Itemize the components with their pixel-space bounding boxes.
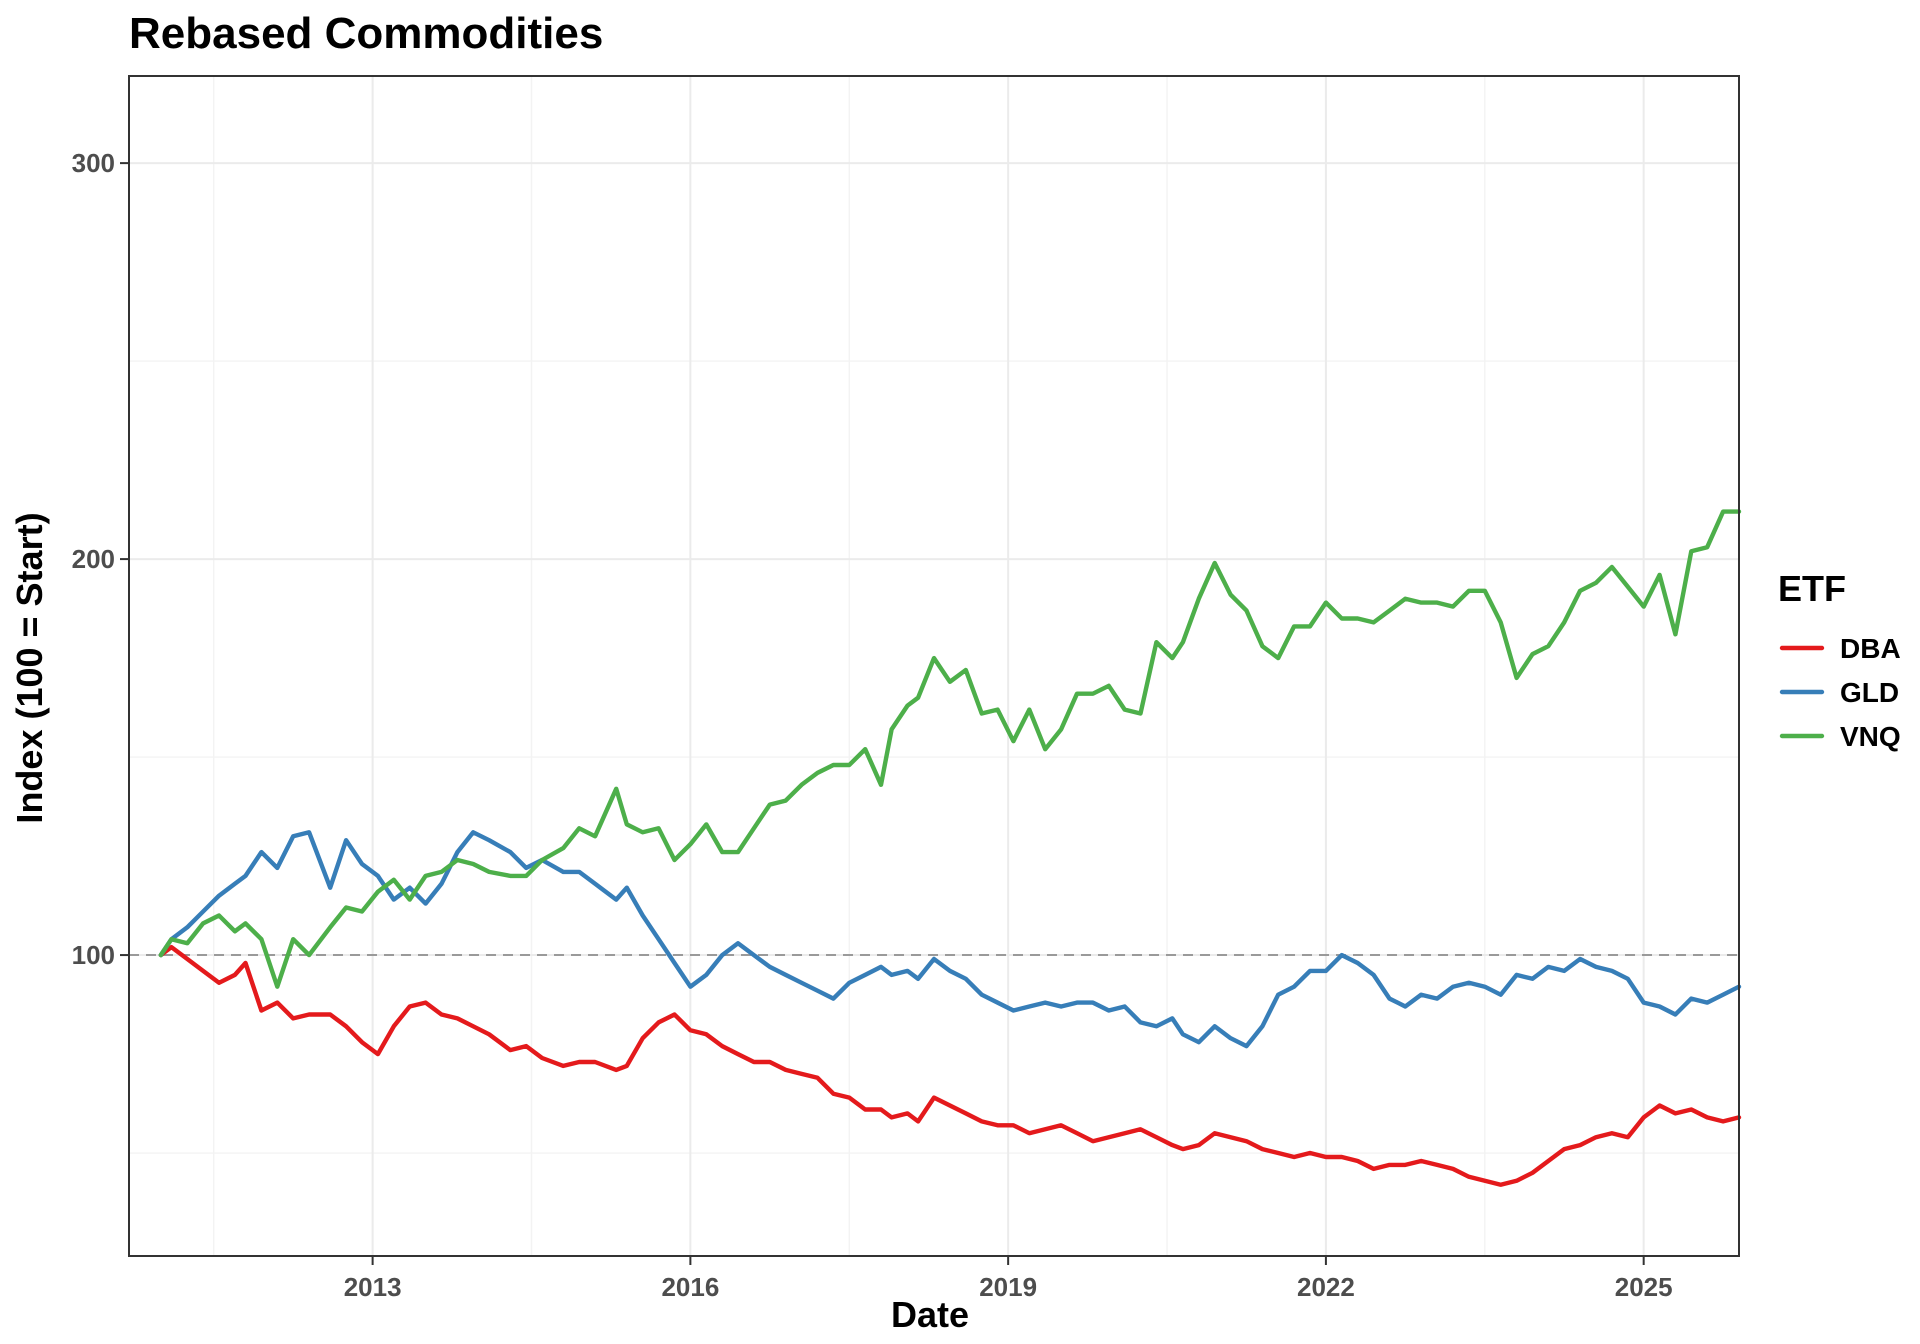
x-tick-label: 2022 xyxy=(1297,1272,1355,1302)
x-axis-title: Date xyxy=(891,1294,969,1335)
x-axis: 2013 2016 2019 2022 2025 xyxy=(344,1256,1673,1302)
legend: ETF DBA GLD VNQ xyxy=(1778,568,1901,752)
x-tick-label: 2013 xyxy=(344,1272,402,1302)
y-axis-title: Index (100 = Start) xyxy=(9,512,50,823)
series-line-gld xyxy=(158,830,1742,1049)
series-lines xyxy=(158,509,1742,1187)
legend-items: DBA GLD VNQ xyxy=(1779,633,1901,752)
legend-label-gld: GLD xyxy=(1840,677,1899,708)
y-axis: 100 200 300 xyxy=(72,148,129,970)
x-tick-label: 2019 xyxy=(979,1272,1037,1302)
grid xyxy=(129,76,1739,1256)
y-tick-label: 100 xyxy=(72,940,115,970)
series-line-vnq xyxy=(158,509,1742,989)
chart-title: Rebased Commodities xyxy=(129,9,603,58)
y-tick-label: 300 xyxy=(72,148,115,178)
y-tick-label: 200 xyxy=(72,544,115,574)
x-tick-label: 2025 xyxy=(1615,1272,1673,1302)
legend-label-dba: DBA xyxy=(1840,633,1901,664)
legend-label-vnq: VNQ xyxy=(1840,721,1901,752)
plot-background xyxy=(129,76,1739,1256)
legend-title: ETF xyxy=(1778,568,1846,609)
series-line-dba xyxy=(158,944,1742,1187)
plot-panel xyxy=(128,75,1740,1257)
x-tick-label: 2016 xyxy=(661,1272,719,1302)
